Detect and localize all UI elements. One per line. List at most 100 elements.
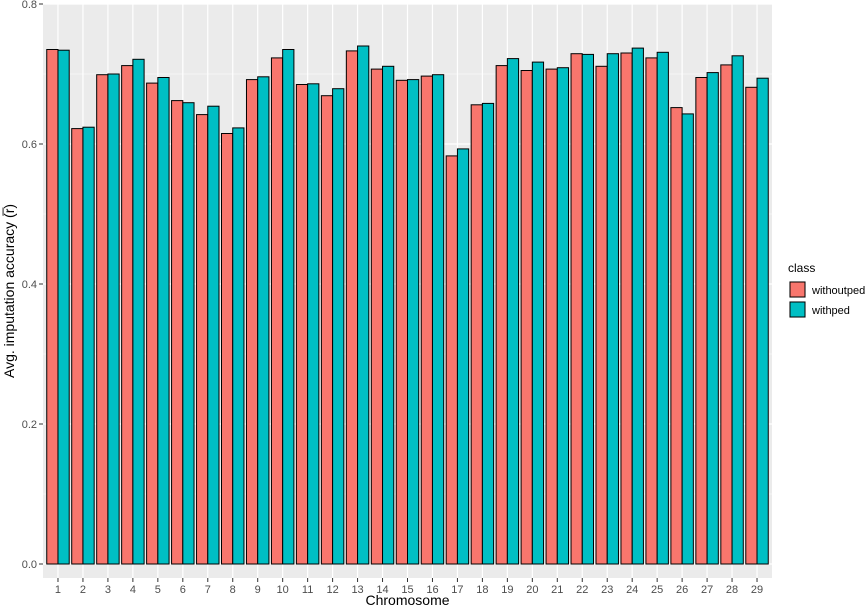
- bar-withped-12: [332, 88, 345, 565]
- legend-label-withped: withped: [811, 305, 850, 317]
- bar-withoutped-5: [146, 82, 159, 565]
- bar-withoutped-16: [420, 75, 433, 565]
- bar-withped-9: [257, 76, 270, 565]
- bar-withped-4: [132, 58, 145, 565]
- legend-key-withoutped: [789, 281, 806, 298]
- x-tick-label: 22: [576, 584, 588, 596]
- bar-withoutped-28: [720, 64, 733, 565]
- bar-withoutped-17: [445, 155, 458, 565]
- bar-withped-22: [581, 53, 594, 565]
- bar-withped-14: [382, 65, 395, 565]
- legend-title: class: [788, 261, 815, 275]
- x-tick-label: 16: [426, 584, 438, 596]
- x-axis-title: Chromosome: [365, 592, 449, 608]
- bar-withoutped-24: [620, 52, 633, 565]
- bar-withped-17: [456, 148, 470, 565]
- bar-withoutped-14: [370, 68, 384, 565]
- y-tick-label: 0.8: [22, 0, 37, 11]
- y-tick-label: 0.6: [22, 139, 37, 151]
- x-tick-label: 18: [476, 584, 488, 596]
- bar-withoutped-18: [470, 104, 483, 565]
- bar-withoutped-12: [320, 95, 334, 565]
- bar-withoutped-20: [520, 70, 533, 565]
- x-tick-label: 17: [451, 584, 463, 596]
- bar-withoutped-29: [745, 86, 758, 565]
- x-tick-label: 11: [302, 584, 313, 596]
- bar-withped-19: [506, 58, 520, 565]
- x-tick-label: 6: [180, 584, 186, 596]
- x-tick-label: 23: [601, 584, 613, 596]
- x-tick-label: 15: [401, 584, 413, 596]
- x-tick-label: 27: [701, 584, 713, 596]
- y-axis-title: Avg. imputation accuracy (r̅): [1, 204, 17, 378]
- bar-withped-20: [531, 61, 545, 565]
- legend-key-withped: [789, 301, 806, 318]
- x-tick-label: 10: [277, 584, 289, 596]
- bar-withped-13: [357, 45, 370, 565]
- y-tick-label: 0.2: [22, 419, 37, 431]
- bar-withoutped-10: [270, 57, 284, 565]
- bar-withped-16: [431, 74, 445, 565]
- legend: class withoutped withped: [788, 261, 865, 318]
- x-tick-label: 20: [526, 584, 538, 596]
- x-tick-label: 7: [205, 584, 211, 596]
- x-tick-label: 14: [376, 584, 388, 596]
- bar-withped-8: [232, 127, 245, 565]
- bar-withoutped-22: [570, 53, 583, 565]
- bar-withped-27: [706, 72, 719, 565]
- bar-withped-6: [182, 102, 195, 565]
- x-axis: 1 2 3 4 5 6 7 8 9 10 11 12 13 14 15 16 17 18 19 20 21 22 23 24 2…: [55, 578, 763, 596]
- x-tick-label: 26: [676, 584, 688, 596]
- legend-label-withoutped: withoutped: [811, 285, 865, 297]
- x-tick-label: 2: [80, 584, 86, 596]
- bar-withped-21: [556, 67, 570, 565]
- bar-withoutped-21: [545, 68, 558, 565]
- x-tick-label: 5: [155, 584, 161, 596]
- bar-withoutped-9: [245, 79, 259, 565]
- x-tick-label: 29: [751, 584, 763, 596]
- bar-withped-18: [481, 102, 495, 565]
- bar-withped-29: [756, 77, 769, 565]
- bar-withoutped-11: [295, 84, 309, 565]
- bar-withped-2: [82, 126, 95, 565]
- bar-withped-25: [656, 51, 669, 565]
- bar-withoutped-7: [196, 114, 209, 565]
- bar-withped-1: [57, 49, 70, 565]
- bar-withped-24: [631, 47, 644, 565]
- bar-withoutped-26: [670, 107, 683, 565]
- bar-withoutped-6: [171, 100, 184, 565]
- bar-withoutped-2: [71, 128, 84, 565]
- x-tick-label: 1: [55, 584, 61, 596]
- x-tick-label: 3: [105, 584, 111, 596]
- x-tick-label: 4: [130, 584, 136, 596]
- bar-withped-23: [606, 53, 619, 565]
- bar-withped-15: [407, 79, 420, 565]
- x-tick-label: 28: [726, 584, 738, 596]
- bar-withoutped-8: [221, 133, 234, 565]
- y-tick-label: 0.4: [22, 279, 37, 291]
- bar-withoutped-1: [46, 49, 59, 565]
- bars: [46, 45, 769, 565]
- y-tick-label: 0.0: [22, 559, 37, 571]
- bar-withoutped-4: [121, 65, 134, 565]
- bar-withped-26: [681, 113, 694, 565]
- bar-withped-11: [307, 83, 320, 565]
- bar-withoutped-3: [96, 74, 109, 565]
- bar-withoutped-25: [645, 57, 658, 565]
- x-tick-label: 21: [551, 584, 563, 596]
- bar-withped-28: [731, 55, 744, 565]
- x-tick-label: 12: [326, 584, 338, 596]
- x-tick-label: 19: [501, 584, 513, 596]
- x-tick-label: 8: [230, 584, 236, 596]
- bar-withoutped-13: [345, 50, 359, 565]
- bar-withped-5: [157, 77, 170, 565]
- y-axis: 0.0 0.2 0.4 0.6 0.8: [22, 0, 43, 571]
- bar-withoutped-27: [695, 77, 708, 565]
- bar-withped-10: [282, 49, 295, 565]
- bar-withped-7: [207, 105, 220, 565]
- x-tick-label: 24: [626, 584, 638, 596]
- bar-withoutped-23: [595, 65, 608, 565]
- bar-withped-3: [107, 73, 120, 565]
- bar-withoutped-19: [495, 65, 508, 565]
